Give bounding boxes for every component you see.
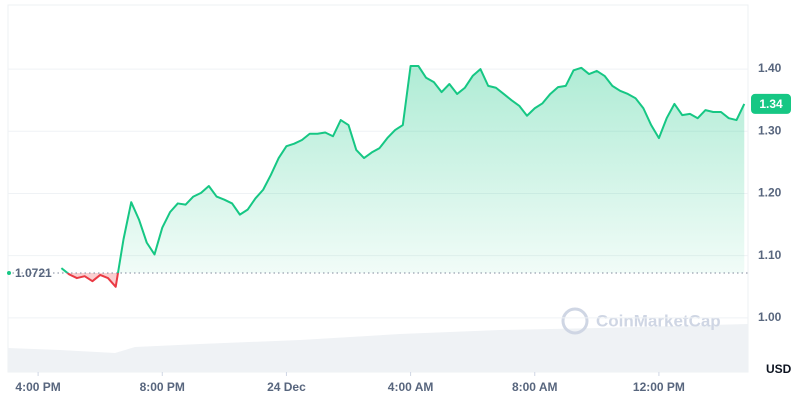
y-tick-label: 1.10 xyxy=(758,248,782,262)
price-area xyxy=(61,65,745,287)
reference-dot xyxy=(7,271,11,276)
last-price-tag xyxy=(751,93,791,114)
x-tick-label: 4:00 PM xyxy=(15,380,60,394)
x-tick-label: 4:00 AM xyxy=(388,380,434,394)
price-line xyxy=(60,64,746,288)
last-price-label: 1.34 xyxy=(759,97,783,111)
volume-area xyxy=(8,324,748,372)
x-tick-label: 8:00 AM xyxy=(512,380,558,394)
y-tick-label: 1.30 xyxy=(758,123,782,137)
watermark: CoinMarketCap xyxy=(561,307,721,335)
y-tick-label: 1.20 xyxy=(758,186,782,200)
y-tick-label: 1.00 xyxy=(758,310,782,324)
y-unit-label: USD xyxy=(766,362,792,376)
y-tick-label: 1.40 xyxy=(758,61,782,75)
x-tick-label: 24 Dec xyxy=(267,380,306,394)
reference-label: 1.0721 xyxy=(15,266,52,280)
x-tick-label: 12:00 PM xyxy=(633,380,685,394)
x-tick-label: 8:00 PM xyxy=(140,380,185,394)
watermark-text: CoinMarketCap xyxy=(596,311,721,330)
